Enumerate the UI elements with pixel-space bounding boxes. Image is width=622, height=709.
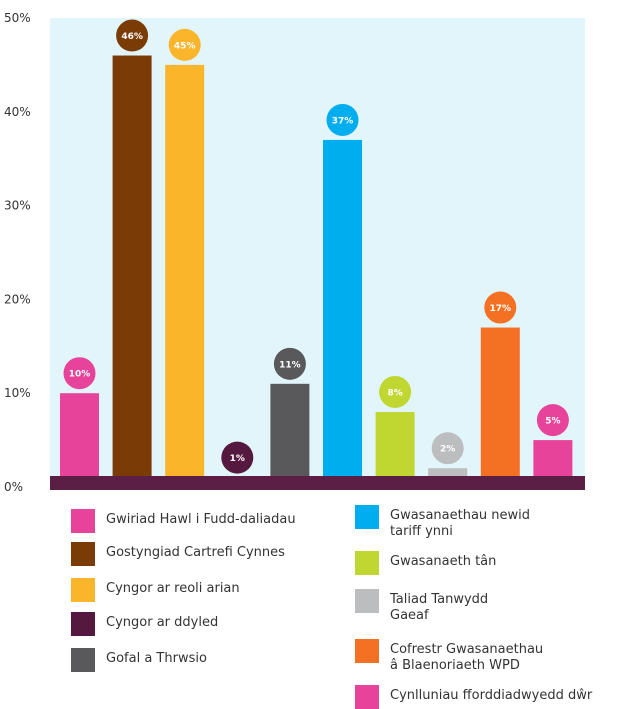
- legend-label-4: Cyngor ar ddyled: [106, 615, 219, 630]
- data-label-10: 5%: [545, 417, 560, 427]
- legend-label-8: Taliad Tanwydd Gaeaf: [390, 592, 489, 623]
- y-tick-label-40pct: 40%: [4, 105, 31, 119]
- legend-swatch-1: [71, 509, 95, 533]
- data-label-3: 45%: [174, 41, 196, 51]
- legend-item-6: Gwasanaethau newid tariff ynni: [355, 505, 530, 540]
- data-label-bubble-8: [431, 432, 464, 465]
- legend-label-6: Gwasanaethau newid tariff ynni: [390, 508, 531, 539]
- legend-label-2: Gostyngiad Cartrefi Cynnes: [106, 545, 285, 560]
- legend-item-1: Gwiriad Hawl i Fudd-daliadau: [71, 509, 296, 533]
- data-label-8: 2%: [440, 445, 455, 455]
- data-label-bubble-5: [273, 347, 306, 380]
- data-label-5: 11%: [279, 360, 301, 370]
- legend-label-7: Gwasanaeth tân: [390, 554, 497, 569]
- data-label-bubble-1: [63, 357, 96, 390]
- y-tick-label-10pct: 10%: [4, 386, 31, 400]
- bars: 10% 46% 45% 1% 11% 37% 8% 2% 17% 5%: [60, 19, 573, 488]
- y-axis-ticks: 0% 10% 20% 30% 40% 50%: [4, 11, 31, 494]
- legend-swatch-7: [355, 551, 379, 575]
- bar-9: [480, 327, 520, 487]
- legend-swatch-8: [355, 589, 379, 613]
- y-tick-label-0pct: 0%: [4, 480, 23, 494]
- legend-item-5: Gofal a Thrwsio: [71, 648, 207, 672]
- legend-item-7: Gwasanaeth tân: [355, 551, 496, 575]
- data-label-4: 1%: [230, 454, 245, 464]
- data-label-bubble-3: [168, 28, 201, 61]
- legend-label-9: Cofrestr Gwasanaethau â Blaenoriaeth WPD: [390, 642, 544, 673]
- bar-6: [323, 139, 362, 487]
- data-label-6: 37%: [332, 116, 354, 126]
- legend-item-8: Taliad Tanwydd Gaeaf: [355, 589, 488, 624]
- data-label-bubble-10: [536, 404, 569, 437]
- legend-swatch-3: [71, 578, 95, 602]
- bar-1: [60, 393, 99, 487]
- bar-5: [270, 383, 310, 487]
- legend-item-9: Cofrestr Gwasanaethau â Blaenoriaeth WPD: [355, 639, 543, 674]
- data-label-bubble-2: [116, 19, 149, 52]
- legend-label-1: Gwiriad Hawl i Fudd-daliadau: [106, 512, 296, 527]
- legend-swatch-10: [355, 685, 379, 709]
- data-label-9: 17%: [490, 304, 512, 314]
- data-label-bubble-6: [326, 103, 359, 136]
- bar-3: [165, 64, 205, 488]
- legend-swatch-5: [71, 648, 95, 672]
- legend-item-4: Cyngor ar ddyled: [71, 612, 218, 636]
- legend-item-10: Cynlluniau fforddiadwyedd dŵr: [355, 685, 592, 709]
- legend-label-3: Cyngor ar reoli arian: [106, 581, 240, 596]
- y-tick-label-20pct: 20%: [4, 292, 31, 306]
- legend-swatch-9: [355, 639, 379, 663]
- legend-item-2: Gostyngiad Cartrefi Cynnes: [71, 542, 285, 566]
- legend-label-5: Gofal a Thrwsio: [106, 651, 207, 666]
- legend-item-3: Cyngor ar reoli arian: [71, 578, 240, 602]
- baseline-band: [50, 476, 585, 490]
- legend-swatch-4: [71, 612, 95, 636]
- data-label-1: 10%: [69, 370, 91, 380]
- data-label-bubble-9: [484, 291, 517, 324]
- data-label-bubble-7: [379, 375, 412, 408]
- bar-7: [375, 411, 415, 487]
- y-tick-label-50pct: 50%: [4, 11, 31, 25]
- data-label-7: 8%: [387, 388, 402, 398]
- data-label-bubble-4: [221, 441, 254, 474]
- legend-swatch-2: [71, 542, 95, 566]
- y-tick-label-30pct: 30%: [4, 199, 31, 213]
- data-label-2: 46%: [121, 32, 143, 42]
- bar-chart: 0%10%20%30%40%50% 10%46%45%1%11%37%8%2%1…: [4, 11, 585, 494]
- bar-2: [112, 55, 152, 488]
- legend-label-10: Cynlluniau fforddiadwyedd dŵr: [390, 688, 593, 703]
- legend-swatch-6: [355, 505, 379, 529]
